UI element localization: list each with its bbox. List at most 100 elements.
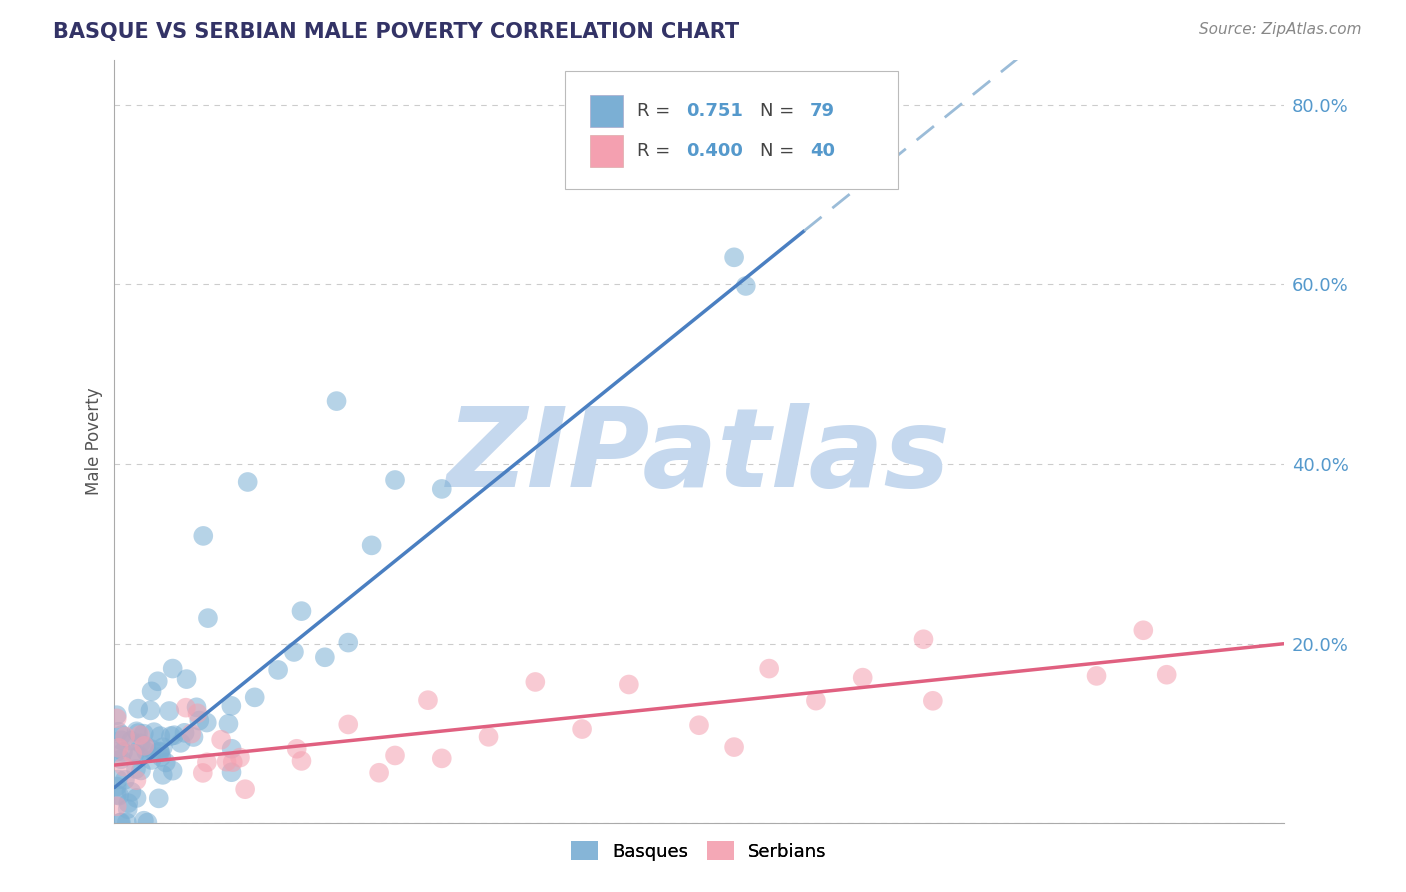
Point <box>169 736 191 750</box>
Point <box>384 748 406 763</box>
Point <box>290 754 312 768</box>
Point <box>141 684 163 698</box>
Point <box>117 802 139 816</box>
Bar <box>591 136 623 168</box>
Point <box>141 742 163 756</box>
Point <box>149 729 172 743</box>
Point <box>132 814 155 828</box>
Point <box>129 728 152 742</box>
Point <box>110 733 132 747</box>
Point <box>209 732 232 747</box>
Point <box>215 755 238 769</box>
Text: BASQUE VS SERBIAN MALE POVERTY CORRELATION CHART: BASQUE VS SERBIAN MALE POVERTY CORRELATI… <box>53 22 740 42</box>
Point <box>221 698 243 713</box>
Point <box>127 701 149 715</box>
Point <box>174 700 197 714</box>
Point <box>107 724 129 739</box>
Point <box>120 733 142 747</box>
Point <box>108 789 131 803</box>
Legend: Basques, Serbians: Basques, Serbians <box>564 834 834 868</box>
Text: N =: N = <box>759 142 800 161</box>
Point <box>218 716 240 731</box>
Point <box>734 279 756 293</box>
Point <box>105 708 128 723</box>
Point <box>222 755 245 769</box>
Point <box>152 740 174 755</box>
Point <box>758 662 780 676</box>
Point <box>524 675 547 690</box>
Point <box>571 722 593 736</box>
Point <box>127 726 149 740</box>
Point <box>148 744 170 758</box>
Point <box>105 780 128 794</box>
Point <box>180 726 202 740</box>
Point <box>121 747 143 761</box>
Point <box>337 717 360 731</box>
Point <box>267 663 290 677</box>
Point <box>141 753 163 767</box>
Point <box>112 745 135 759</box>
Point <box>125 724 148 739</box>
Point <box>430 751 453 765</box>
Point <box>921 694 943 708</box>
Point <box>416 693 439 707</box>
Point <box>186 700 208 714</box>
Point <box>125 773 148 788</box>
Point <box>132 727 155 741</box>
Point <box>114 730 136 744</box>
Point <box>804 693 827 707</box>
Point <box>125 762 148 776</box>
Text: Source: ZipAtlas.com: Source: ZipAtlas.com <box>1198 22 1361 37</box>
Point <box>183 730 205 744</box>
Point <box>105 799 128 814</box>
Point <box>128 748 150 763</box>
Y-axis label: Male Poverty: Male Poverty <box>86 388 103 495</box>
Point <box>107 740 129 755</box>
Point <box>912 632 935 647</box>
FancyBboxPatch shape <box>565 71 898 189</box>
Point <box>117 796 139 810</box>
Point <box>285 741 308 756</box>
Point <box>129 736 152 750</box>
Point <box>139 703 162 717</box>
Text: 40: 40 <box>810 142 835 161</box>
Point <box>477 730 499 744</box>
Point <box>723 250 745 264</box>
Bar <box>591 95 623 127</box>
Text: N =: N = <box>759 102 800 120</box>
Text: R =: R = <box>637 102 676 120</box>
Point <box>360 538 382 552</box>
Point <box>150 750 173 764</box>
Text: 0.400: 0.400 <box>686 142 742 161</box>
Point <box>283 645 305 659</box>
Point <box>191 765 214 780</box>
Point <box>221 741 243 756</box>
Point <box>1132 624 1154 638</box>
Point <box>688 718 710 732</box>
Point <box>149 745 172 759</box>
Point <box>243 690 266 705</box>
Point <box>163 728 186 742</box>
Point <box>384 473 406 487</box>
Point <box>143 725 166 739</box>
Point <box>124 746 146 760</box>
Point <box>105 788 128 802</box>
Point <box>162 662 184 676</box>
Point <box>152 768 174 782</box>
Point <box>195 756 218 770</box>
Point <box>723 740 745 755</box>
Point <box>186 706 208 721</box>
Point <box>290 604 312 618</box>
Point <box>325 394 347 409</box>
Point <box>173 726 195 740</box>
Point <box>430 482 453 496</box>
Point <box>229 750 252 764</box>
Point <box>193 529 215 543</box>
Point <box>617 677 640 691</box>
Point <box>368 765 391 780</box>
Point <box>129 764 152 778</box>
Point <box>314 650 336 665</box>
Point <box>120 785 142 799</box>
Point <box>115 815 138 830</box>
Point <box>146 674 169 689</box>
